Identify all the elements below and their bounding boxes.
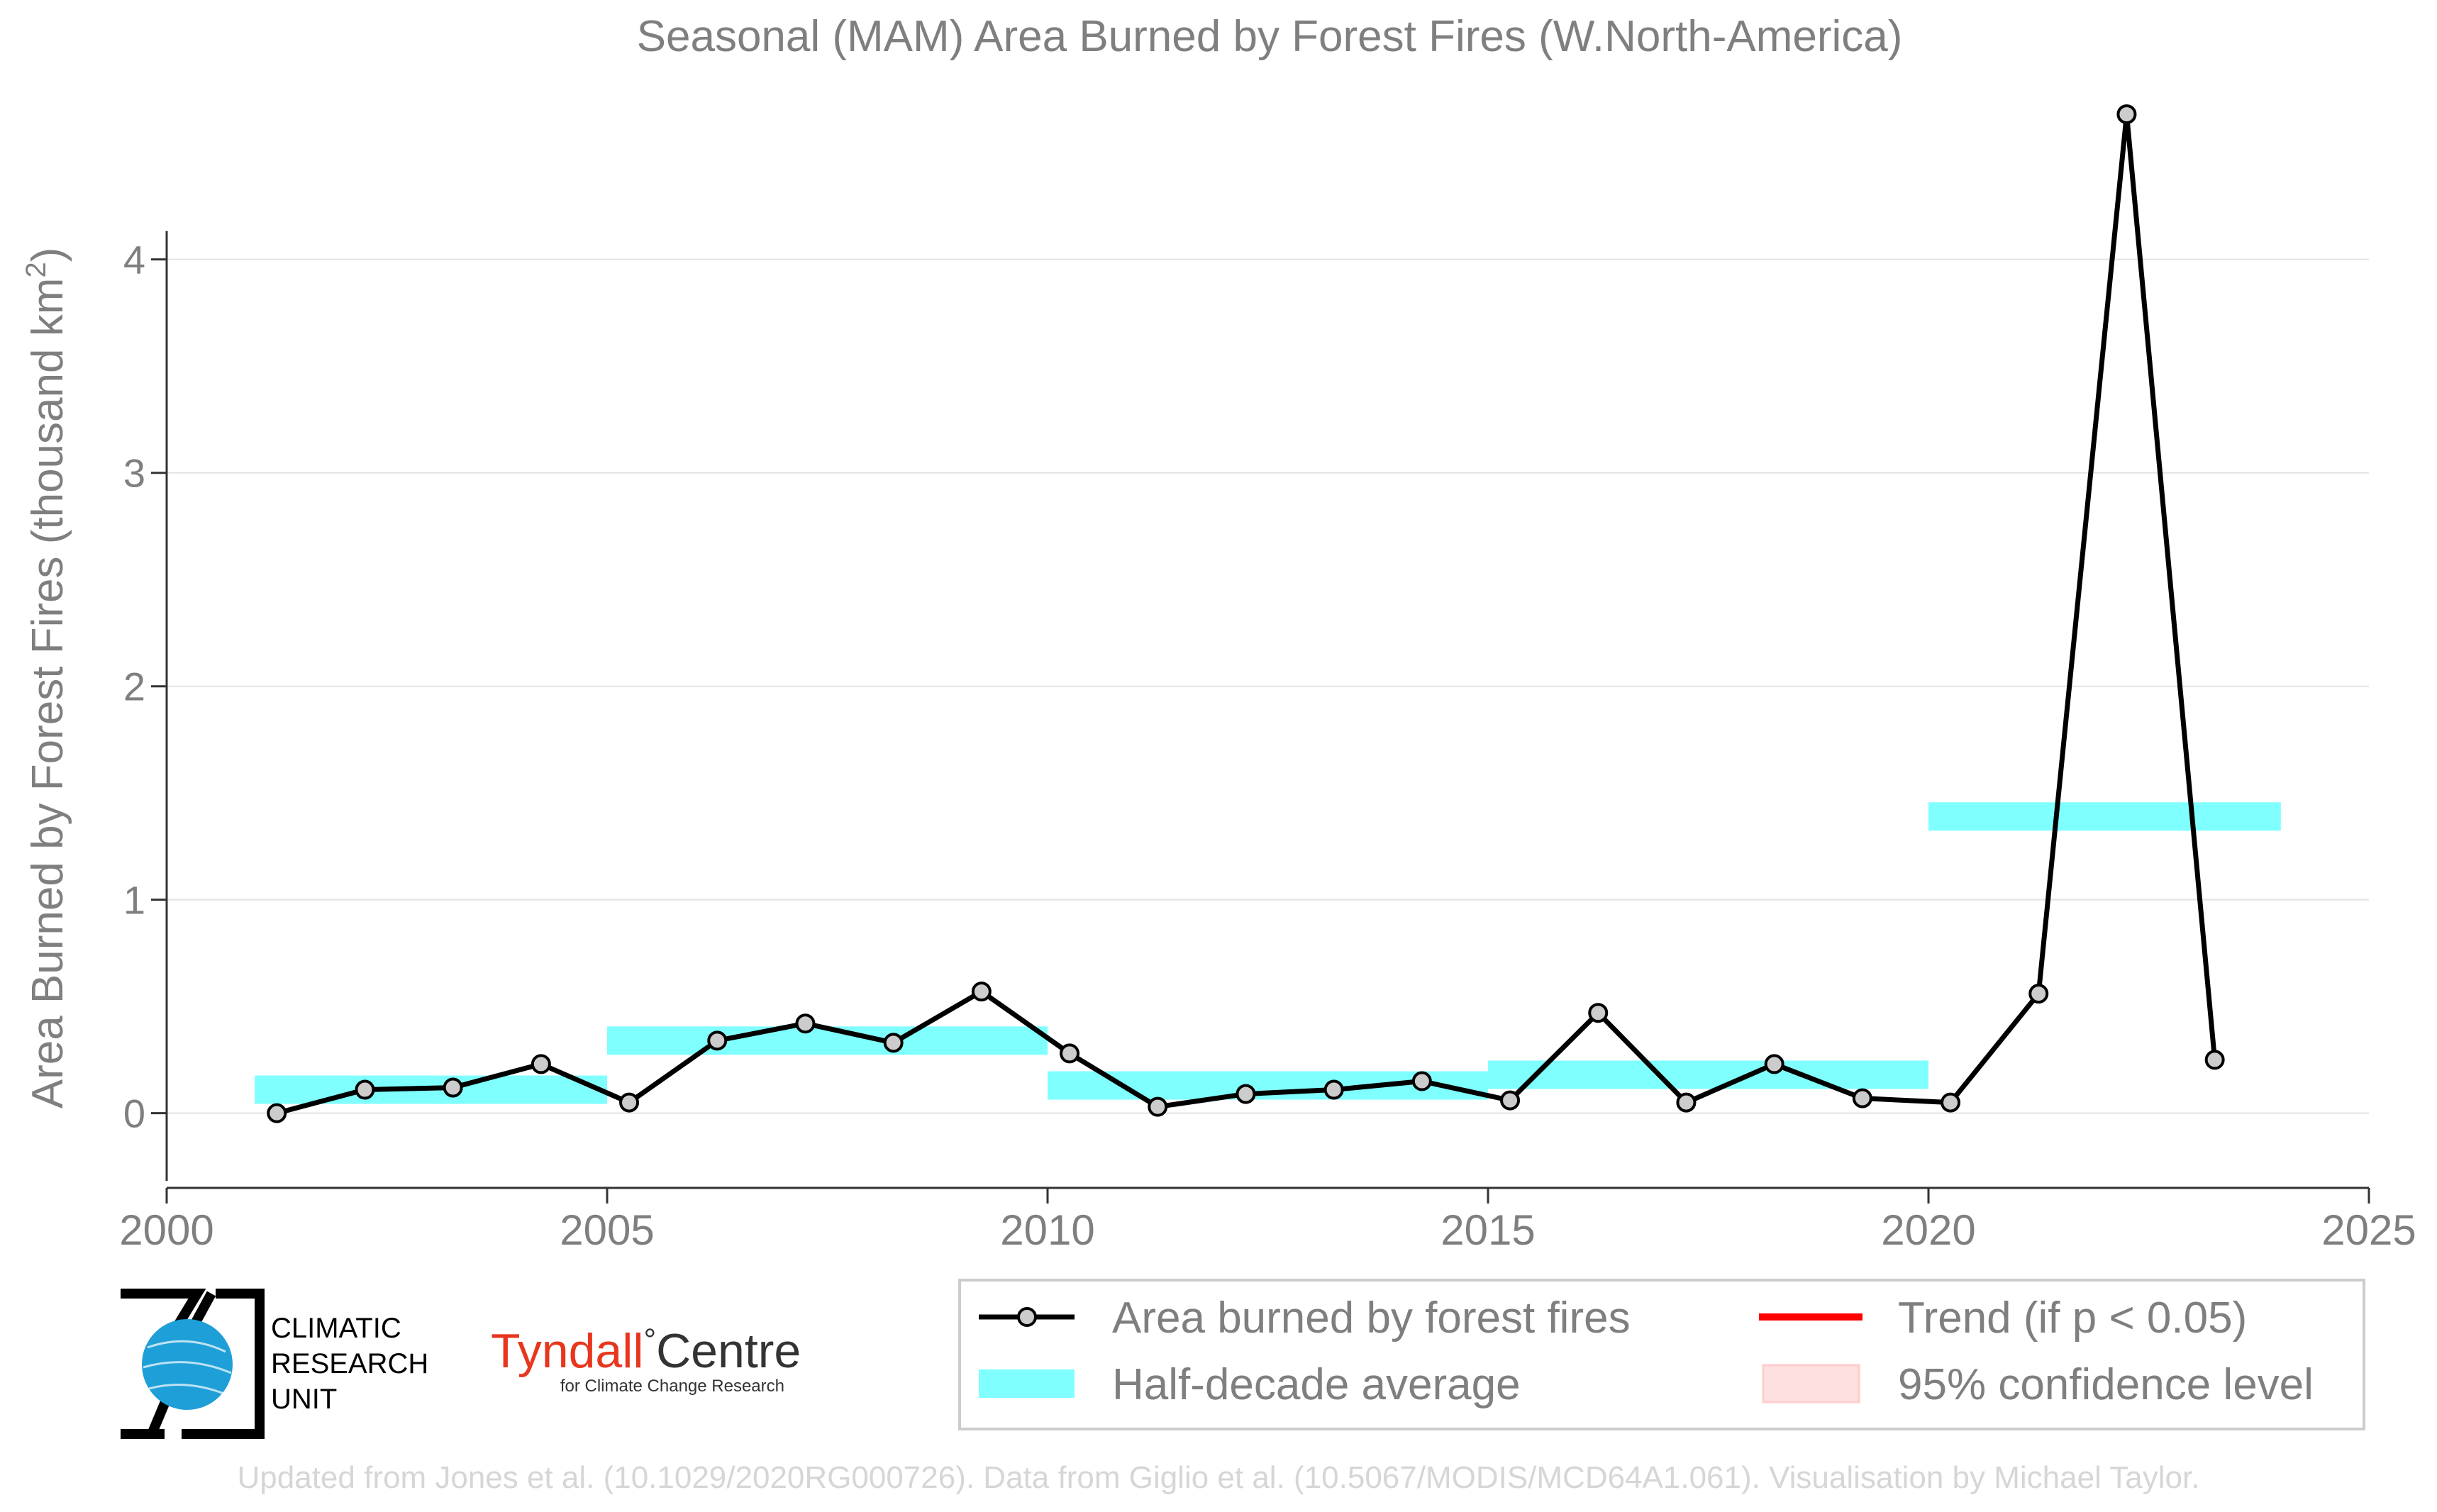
x-tick-label-2020: 2020 <box>1881 1206 1975 1254</box>
x-tick-label-2015: 2015 <box>1440 1206 1535 1254</box>
y-tick-label-0: 0 <box>123 1091 145 1136</box>
half-decade-bar-1 <box>607 1026 1048 1055</box>
data-point-21 <box>2116 104 2137 125</box>
tyndall-subtitle: for Climate Change Research <box>560 1377 784 1396</box>
tyndall-logo: Tyndall°Centre for Climate Change Resear… <box>491 1323 801 1396</box>
data-point-8 <box>971 982 992 1002</box>
data-point-13 <box>1411 1071 1432 1091</box>
data-point-19 <box>1941 1092 1961 1113</box>
cru-line-2: RESEARCH <box>271 1348 428 1379</box>
legend-label-half-decade: Half-decade average <box>1112 1360 1521 1409</box>
x-tick-label-2005: 2005 <box>560 1206 654 1254</box>
data-point-2 <box>443 1077 463 1098</box>
legend: Area burned by forest fires Trend (if p … <box>958 1279 2365 1430</box>
data-point-15 <box>1588 1003 1609 1023</box>
data-point-14 <box>1500 1090 1521 1111</box>
legend-item-confidence: 95% confidence level <box>1762 1360 2314 1409</box>
half-decade-bar-3 <box>1488 1060 1928 1089</box>
data-point-1 <box>355 1079 375 1100</box>
series-area-burned <box>267 104 2225 1123</box>
y-axis-label: Area Burned by Forest Fires (thousand km… <box>21 248 72 1109</box>
legend-label-area-burned: Area burned by forest fires <box>1112 1294 1631 1343</box>
tyndall-wordmark: Tyndall°Centre <box>491 1323 801 1378</box>
legend-item-half-decade: Half-decade average <box>979 1360 1521 1409</box>
x-tick-label-2000: 2000 <box>119 1206 213 1254</box>
series-line-0 <box>276 111 2218 1116</box>
y-tick-label-2: 2 <box>123 665 145 709</box>
legend-box <box>958 1279 2365 1430</box>
data-point-10 <box>1148 1096 1168 1117</box>
x-tick-label-2010: 2010 <box>1000 1206 1094 1254</box>
cru-line-3: UNIT <box>271 1384 337 1415</box>
legend-item-area-burned: Area burned by forest fires <box>979 1294 1631 1343</box>
y-tick-label-3: 3 <box>123 451 145 496</box>
cru-logo: CLIMATIC RESEARCH UNIT <box>121 1289 428 1439</box>
legend-item-trend: Trend (if p < 0.05) <box>1759 1294 2247 1343</box>
data-point-7 <box>883 1033 904 1053</box>
data-point-4 <box>619 1092 640 1113</box>
legend-label-confidence: 95% confidence level <box>1898 1360 2314 1409</box>
legend-label-trend: Trend (if p < 0.05) <box>1898 1294 2247 1343</box>
cru-globe-lines-icon <box>143 1340 232 1396</box>
data-point-5 <box>707 1030 728 1051</box>
data-point-3 <box>531 1054 551 1074</box>
footer-credit: Updated from Jones et al. (10.1029/2020R… <box>238 1460 2200 1495</box>
data-point-18 <box>1852 1088 1872 1108</box>
data-point-20 <box>2028 984 2049 1004</box>
y-tick-label-1: 1 <box>123 878 145 923</box>
y-tick-label-4: 4 <box>123 238 145 282</box>
axes: 0 1 2 3 4 2000 2005 2010 2015 2020 2025 <box>119 230 2416 1254</box>
data-point-22 <box>2204 1050 2225 1070</box>
data-point-6 <box>795 1013 816 1034</box>
cru-line-1: CLIMATIC <box>271 1313 401 1344</box>
data-point-9 <box>1060 1043 1080 1064</box>
grid-lines <box>167 258 2369 1114</box>
legend-pink-box-icon <box>1762 1364 1860 1403</box>
data-point-0 <box>267 1103 287 1123</box>
legend-marker-icon <box>1017 1307 1037 1327</box>
half-decade-bar-4 <box>1928 802 2281 831</box>
data-point-17 <box>1764 1054 1784 1074</box>
data-point-12 <box>1323 1079 1344 1100</box>
legend-cyan-bar-icon <box>979 1369 1075 1398</box>
chart-title: Seasonal (MAM) Area Burned by Forest Fir… <box>637 12 1903 61</box>
data-point-16 <box>1676 1092 1697 1113</box>
data-point-11 <box>1236 1084 1256 1104</box>
x-tick-label-2025: 2025 <box>2321 1206 2416 1254</box>
half-decade-bars <box>255 802 2281 1104</box>
